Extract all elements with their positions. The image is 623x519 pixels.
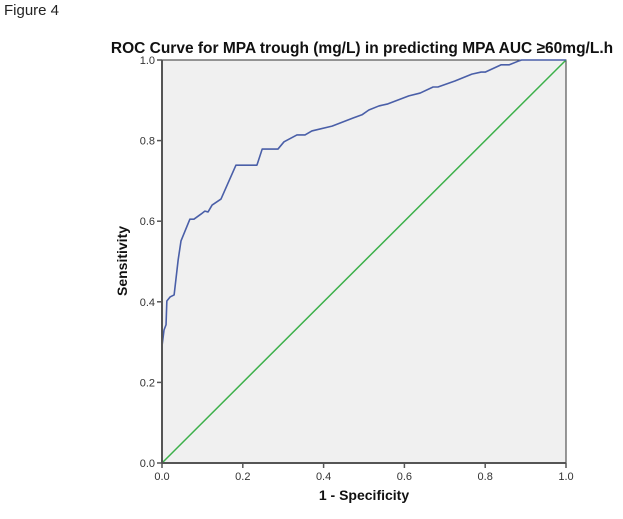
x-tick-label: 0.0 xyxy=(154,471,169,483)
x-tick-label: 0.2 xyxy=(235,471,250,483)
chart-title: ROC Curve for MPA trough (mg/L) in predi… xyxy=(111,40,613,57)
roc-curve-line xyxy=(161,59,566,347)
x-tick-label: 0.8 xyxy=(478,471,493,483)
x-tick-label: 0.6 xyxy=(397,471,412,483)
y-tick-label: 0.8 xyxy=(140,136,155,148)
x-axis-title: 1 - Specificity xyxy=(319,487,409,503)
y-tick-label: 0.0 xyxy=(140,458,155,470)
y-tick-label: 0.2 xyxy=(140,377,155,389)
reference-line xyxy=(161,59,567,464)
x-tick-label: 0.4 xyxy=(316,471,331,483)
y-tick-label: 0.6 xyxy=(140,216,155,228)
y-tick-label: 0.4 xyxy=(140,297,155,309)
y-axis-title: Sensitivity xyxy=(114,226,130,296)
figure-label: Figure 4 xyxy=(4,2,60,19)
x-tick-label: 1.0 xyxy=(558,471,573,483)
y-tick-label: 1.0 xyxy=(140,55,155,67)
